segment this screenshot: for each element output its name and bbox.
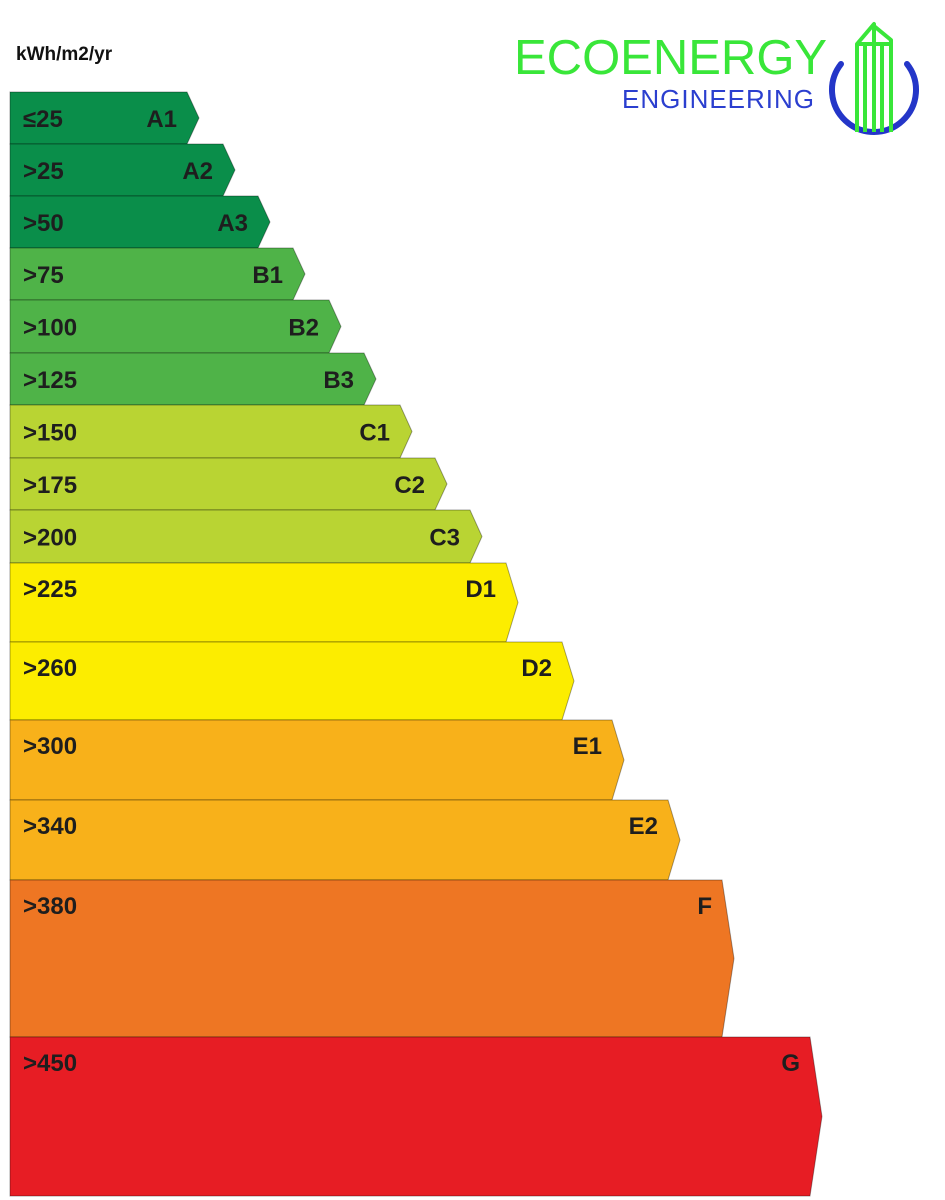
rating-band-d1: >225 D1: [9, 562, 519, 643]
threshold-label-a3: >50: [23, 210, 64, 237]
rating-band-b3: >125 B3: [9, 352, 377, 406]
logo-sub-text: ENGINEERING: [622, 84, 816, 114]
threshold-label-e1: >300: [23, 733, 77, 760]
rating-band-a3: >50 A3: [9, 195, 271, 249]
threshold-label-b1: >75: [23, 262, 64, 289]
rating-bar-c1: [9, 404, 413, 459]
rating-band-d2: >260 D2: [9, 641, 575, 721]
category-label-e2: E2: [629, 813, 658, 840]
rating-bar-b3: [9, 352, 377, 406]
rating-band-c3: >200 C3: [9, 509, 483, 564]
rating-bar-g: [9, 1036, 823, 1197]
rating-bar-b2: [9, 299, 342, 354]
threshold-label-c2: >175: [23, 472, 77, 499]
category-label-d1: D1: [465, 576, 496, 603]
rating-band-c2: >175 C2: [9, 457, 448, 511]
rating-band-b2: >100 B2: [9, 299, 342, 354]
threshold-label-a1: ≤25: [23, 106, 63, 133]
company-logo: ECOENERGY ENGINEERING: [512, 14, 932, 139]
category-label-b3: B3: [323, 367, 354, 394]
threshold-label-a2: >25: [23, 158, 64, 185]
category-label-c1: C1: [359, 420, 390, 447]
category-label-d2: D2: [521, 655, 552, 682]
building-icon: [829, 22, 919, 135]
logo-brand-text: ECOENERGY: [514, 31, 828, 85]
rating-bar-e2: [9, 799, 681, 881]
rating-bar-e1: [9, 719, 625, 801]
unit-label: kWh/m2/yr: [16, 44, 113, 65]
threshold-label-g: >450: [23, 1050, 77, 1077]
category-label-a1: A1: [146, 106, 177, 133]
rating-band-f: >380 F: [9, 879, 735, 1038]
rating-bar-b1: [9, 247, 306, 301]
rating-band-e1: >300 E1: [9, 719, 625, 801]
threshold-label-e2: >340: [23, 813, 77, 840]
category-label-a2: A2: [182, 158, 213, 185]
rating-band-g: >450 G: [9, 1036, 823, 1197]
category-label-a3: A3: [217, 210, 248, 237]
rating-bar-f: [9, 879, 735, 1038]
rating-bar-d1: [9, 562, 519, 643]
threshold-label-d1: >225: [23, 576, 77, 603]
category-label-c2: C2: [394, 472, 425, 499]
threshold-label-c1: >150: [23, 420, 77, 447]
rating-band-e2: >340 E2: [9, 799, 681, 881]
category-label-e1: E1: [573, 733, 602, 760]
category-label-b1: B1: [252, 262, 283, 289]
rating-bar-a1: [9, 91, 200, 145]
threshold-label-d2: >260: [23, 655, 77, 682]
category-label-b2: B2: [288, 315, 319, 342]
rating-bar-c3: [9, 509, 483, 564]
rating-bar-c2: [9, 457, 448, 511]
rating-band-b1: >75 B1: [9, 247, 306, 301]
category-label-c3: C3: [429, 525, 460, 552]
rating-band-c1: >150 C1: [9, 404, 413, 459]
category-label-g: G: [781, 1050, 800, 1077]
threshold-label-c3: >200: [23, 525, 77, 552]
threshold-label-b2: >100: [23, 315, 77, 342]
rating-band-a1: ≤25 A1: [9, 91, 200, 145]
rating-band-a2: >25 A2: [9, 143, 236, 197]
threshold-label-f: >380: [23, 893, 77, 920]
rating-bar-a3: [9, 195, 271, 249]
threshold-label-b3: >125: [23, 367, 77, 394]
rating-bar-a2: [9, 143, 236, 197]
rating-bar-d2: [9, 641, 575, 721]
category-label-f: F: [697, 893, 712, 920]
